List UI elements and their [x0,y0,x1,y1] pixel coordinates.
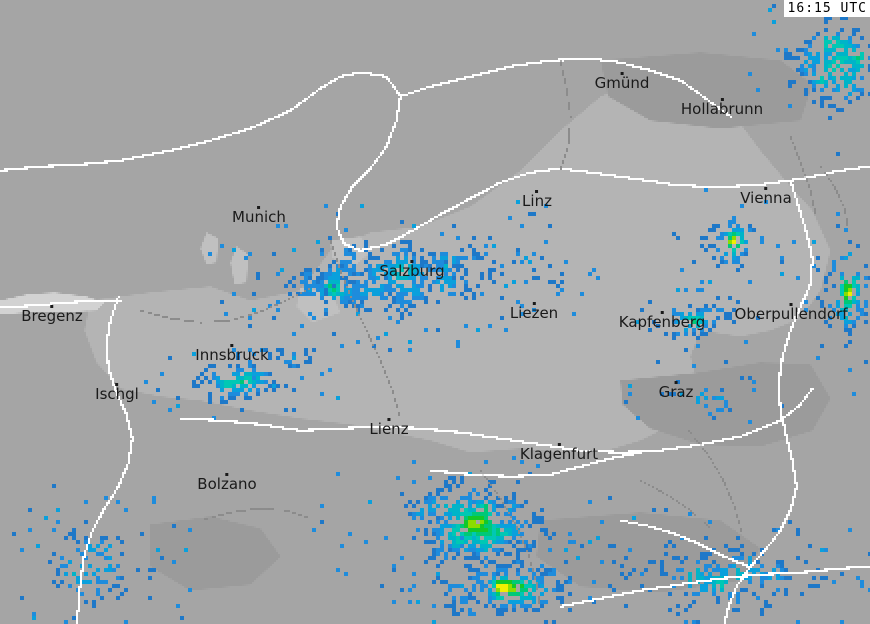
city-marker-dot [720,98,724,101]
city-marker-dot [557,443,561,446]
city-name-text: Bregenz [21,307,83,325]
city-name-text: Liezen [509,304,559,322]
city-name-text: Linz [522,192,552,210]
city-label: Salzburg [379,260,445,280]
city-label: Kapfenberg [619,311,705,330]
city-marker-dot [789,303,793,306]
city-label: Klagenfurt [520,443,598,462]
city-name-text: Vienna [740,189,792,207]
city-label: Oberpullendorf [734,303,848,323]
city-marker-dot [535,190,539,193]
city-name-text: Ischgl [95,385,139,403]
city-label: Innsbruck [195,344,269,364]
city-name-text: Munich [232,208,286,226]
city-name-text: Gmünd [594,74,650,92]
city-label: Hollabrunn [681,98,763,117]
city-name-text: Lienz [369,420,409,438]
city-marker-dot [387,418,391,421]
city-label: Gmünd [594,72,650,92]
city-label: Munich [232,206,286,225]
city-marker-dot [532,302,536,305]
city-name-text: Hollabrunn [680,100,764,118]
city-name-text: Bolzano [197,475,257,493]
city-label: Bregenz [21,305,83,324]
city-marker-dot [410,260,414,263]
city-label: Lienz [369,418,409,438]
city-label: Graz [658,381,694,401]
city-label: Liezen [510,302,558,321]
city-marker-dot [225,473,229,476]
city-marker-dot [660,311,664,314]
city-name-text: Oberpullendorf [734,305,848,323]
city-label: Linz [522,190,552,209]
city-label: Bolzano [197,473,257,493]
city-name-text: Klagenfurt [519,445,599,463]
city-marker-dot [115,383,119,386]
city-marker-dot [257,206,261,209]
city-name-text: Graz [658,383,694,401]
city-name-text: Innsbruck [195,346,269,364]
timestamp-badge: 16:15 UTC [783,0,870,17]
city-marker-dot [620,72,624,75]
city-label: Ischgl [95,383,139,402]
city-marker-dot [674,381,678,384]
city-marker-dot [50,305,54,308]
city-marker-dot [230,344,234,347]
city-name-text: Kapfenberg [618,313,706,331]
city-label: Vienna [740,187,792,206]
city-name-text: Salzburg [379,262,445,280]
city-marker-dot [764,187,768,190]
